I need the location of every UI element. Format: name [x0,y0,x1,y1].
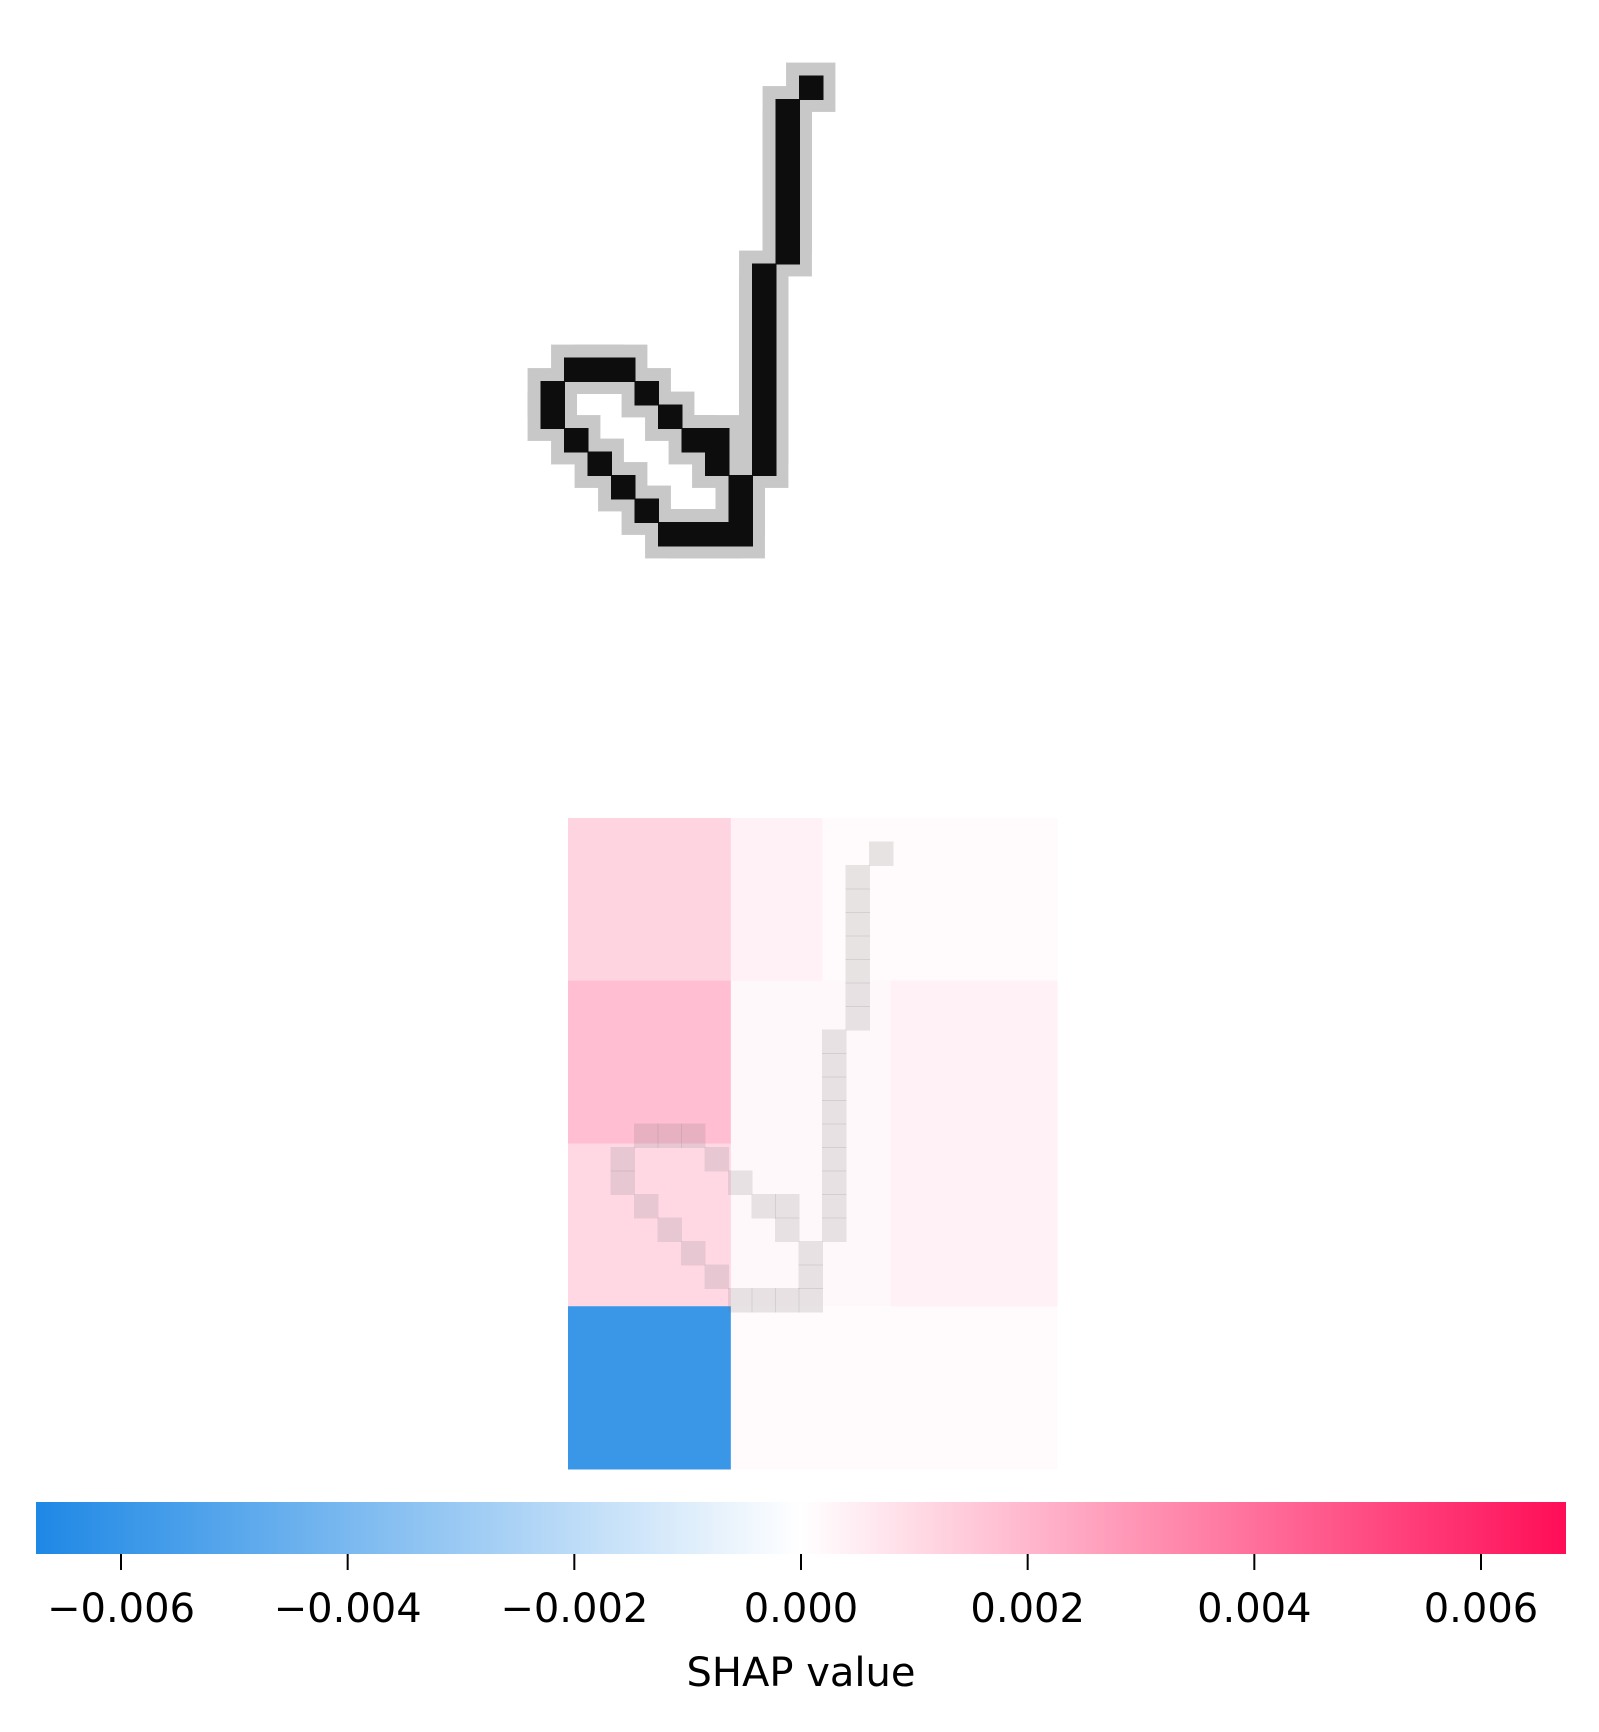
digit-overlay-pixel [822,1123,847,1148]
digit-overlay-pixel [822,1217,847,1242]
digit-overlay-pixel [775,1194,800,1219]
digit-pixel [775,99,800,124]
digit-pixel [775,193,800,218]
colorbar-label: SHAP value [687,1650,916,1696]
digit-pixel [587,357,612,382]
digit-pixel [728,475,753,500]
digit-overlay-pixel [845,888,870,913]
digit-pixel [775,122,800,147]
digit-pixel [775,240,800,265]
digit-overlay-pixel [704,1147,729,1172]
digit-overlay-pixel [869,841,894,866]
colorbar-tick-label: −0.004 [274,1586,422,1632]
shap-cell [568,818,732,982]
shap-cell [890,980,1058,1144]
digit-pixel [587,451,612,476]
digit-pixel [611,475,636,500]
digit-overlay-pixel [798,1288,823,1313]
digit-pixel [681,428,706,453]
digit-pixel [752,428,777,453]
colorbar-tick-label: −0.006 [47,1586,195,1632]
digit-overlay-pixel [610,1170,635,1195]
colorbar: −0.006 −0.004 −0.002 0.000 0.002 0.004 0.006 S… [36,1502,1566,1696]
digit-pixel [752,287,777,312]
digit-pixel [658,522,683,547]
shap-cell [730,1306,1058,1470]
digit-pixel [540,381,565,406]
shap-cell [730,1143,892,1307]
digit-pixel [775,146,800,171]
digit-overlay-pixel [822,1029,847,1054]
digit-overlay-pixel [845,935,870,960]
digit-pixel [775,169,800,194]
shap-cell [568,1143,732,1307]
digit-overlay-pixel [775,1288,800,1313]
digit-pixel [540,404,565,429]
digit-pixel [705,428,730,453]
digit-pixel [681,522,706,547]
digit-pixel [799,75,824,100]
digit-overlay-pixel [751,1288,776,1313]
digit-overlay-pixel [845,982,870,1007]
shap-heatmap [568,818,1058,1470]
digit-overlay-pixel [822,1076,847,1101]
shap-cell [822,818,1058,982]
shap-cell [568,1306,732,1470]
colorbar-gradient [36,1502,1566,1554]
digit-pixel [752,334,777,359]
digit-pixel [728,498,753,523]
shap-cell [568,980,732,1144]
digit-pixel [564,428,589,453]
digit-overlay-pixel [751,1194,776,1219]
digit-overlay-pixel [798,1241,823,1266]
digit-pixel [634,498,659,523]
digit-overlay-pixel [634,1123,659,1148]
digit-pixel [775,216,800,241]
input-digit-image [527,62,836,559]
colorbar-tick-label: −0.002 [500,1586,648,1632]
digit-overlay-pixel [845,959,870,984]
digit-pixel [752,357,777,382]
digit-overlay-pixel [728,1170,753,1195]
digit-overlay-pixel [657,1123,682,1148]
shap-cell [730,818,823,982]
digit-overlay-pixel [657,1217,682,1242]
digit-pixel [728,522,753,547]
digit-pixel [705,522,730,547]
digit-overlay-pixel [775,1217,800,1242]
digit-overlay-pixel [822,1194,847,1219]
digit-overlay-pixel [681,1241,706,1266]
digit-overlay-pixel [822,1053,847,1078]
colorbar-tick-label: 0.002 [970,1586,1085,1632]
digit-pixel [752,263,777,288]
digit-overlay-pixel [728,1288,753,1313]
digit-overlay-pixel [681,1123,706,1148]
shap-cell [730,980,892,1144]
digit-pixel [658,404,683,429]
digit-overlay-pixel [634,1194,659,1219]
digit-pixel [752,310,777,335]
digit-overlay-pixel [822,1147,847,1172]
digit-overlay-pixel [798,1264,823,1289]
digit-overlay-pixel [822,1170,847,1195]
digit-pixel [705,451,730,476]
digit-pixel [564,357,589,382]
digit-pixel [752,451,777,476]
shap-cell [890,1143,1058,1307]
digit-overlay-pixel [845,1006,870,1031]
digit-overlay-pixel [610,1147,635,1172]
digit-pixel [752,404,777,429]
digit-overlay-pixel [822,1100,847,1125]
colorbar-tick-label: 0.004 [1197,1586,1312,1632]
digit-overlay-pixel [704,1264,729,1289]
colorbar-tick-label: 0.000 [744,1586,859,1632]
digit-pixel [752,381,777,406]
digit-pixel [634,381,659,406]
digit-pixel [611,357,636,382]
digit-overlay-pixel [845,912,870,937]
digit-overlay-pixel [845,865,870,890]
colorbar-tick-label: 0.006 [1424,1586,1539,1632]
